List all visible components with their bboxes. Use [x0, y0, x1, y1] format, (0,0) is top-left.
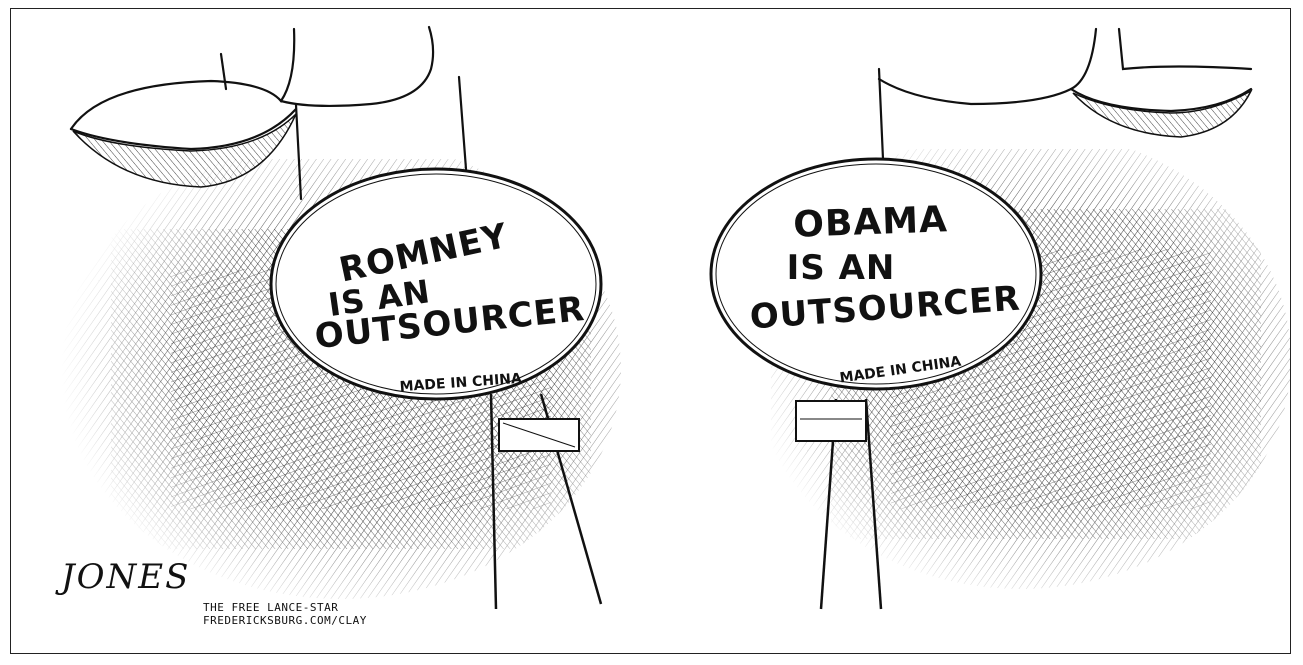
right-sign — [709, 157, 1043, 610]
publication-name: THE FREE LANCE-STAR — [203, 601, 339, 614]
artist-signature: JONES — [61, 557, 191, 597]
cartoon-frame: ROMNEY IS AN OUTSOURCER MADE IN CHINA OB… — [10, 8, 1291, 654]
left-sign — [269, 167, 603, 610]
publication-url: FREDERICKSBURG.COM/CLAY — [203, 614, 367, 627]
left-figure — [69, 25, 468, 201]
publication-credit: THE FREE LANCE-STAR FREDERICKSBURG.COM/C… — [203, 601, 367, 627]
right-sign-line1: OBAMA — [793, 199, 949, 245]
right-figure — [877, 27, 1253, 161]
right-sign-line2: IS AN — [787, 248, 896, 288]
cartoon-illustration: ROMNEY IS AN OUTSOURCER MADE IN CHINA OB… — [51, 25, 1290, 610]
